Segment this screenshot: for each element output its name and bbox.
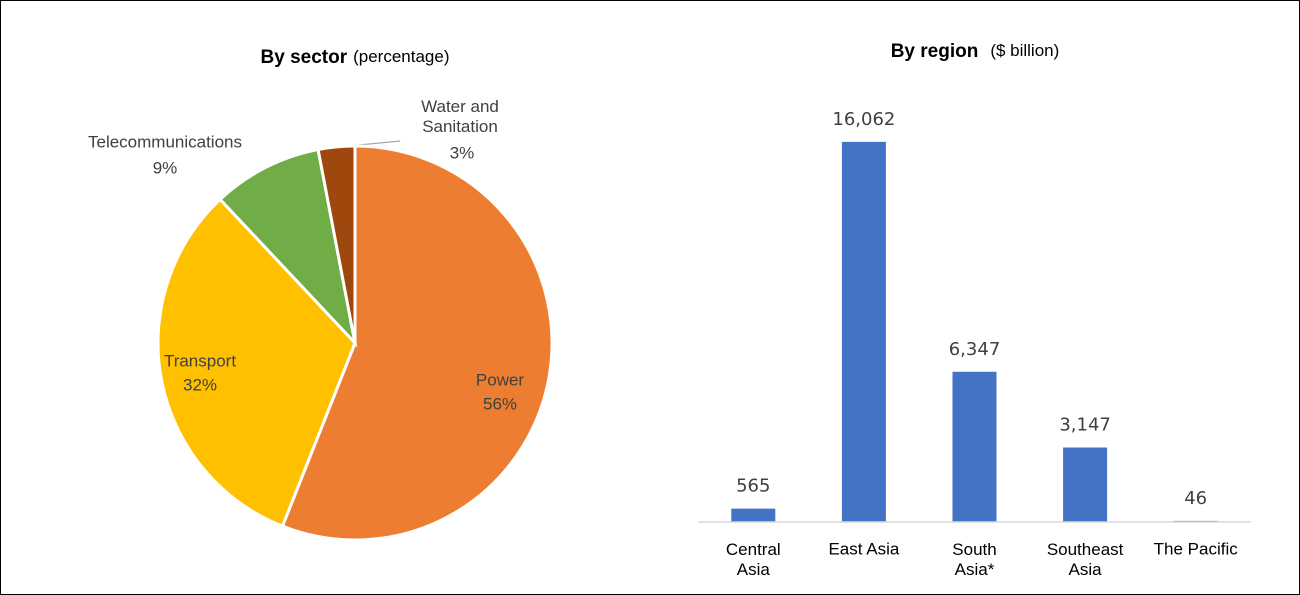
pie-slice — [156, 197, 357, 529]
x-tick-label: Central Asia — [726, 540, 781, 579]
pie-title: By sector (percentage) — [261, 47, 450, 68]
value-label: 565 — [736, 476, 770, 497]
x-tick-label: South Asia* — [952, 540, 996, 579]
x-tick-label: East Asia — [828, 539, 899, 558]
x-tick-label: Southeast Asia — [1047, 540, 1124, 579]
slice-label: Transport — [164, 351, 236, 370]
title: By sector — [261, 47, 348, 68]
pie-slice — [280, 144, 554, 542]
slice-label: Water and Sanitation — [421, 97, 499, 136]
bar — [731, 508, 776, 522]
slice-label: Telecommunications — [88, 132, 242, 151]
slice-value-label: 3% — [450, 143, 475, 162]
subtitle: (percentage) — [353, 47, 449, 66]
subtitle: ($ billion) — [990, 41, 1059, 60]
x-tick-label: The Pacific — [1154, 539, 1239, 558]
slice-value-label: 9% — [153, 158, 178, 177]
pie-slice — [316, 144, 357, 344]
slice-value-label: 32% — [183, 375, 217, 394]
pie-slice — [218, 147, 358, 348]
title: By region — [891, 41, 979, 62]
slice-value-label: 56% — [483, 394, 517, 413]
bar — [841, 141, 886, 522]
value-label: 46 — [1184, 488, 1207, 509]
bar — [952, 371, 997, 522]
bar — [1063, 447, 1108, 522]
value-label: 6,347 — [949, 339, 1001, 360]
slice-label: Power — [476, 370, 525, 389]
bar-title: By region ($ billion) — [891, 41, 1060, 62]
value-label: 3,147 — [1059, 415, 1111, 436]
value-label: 16,062 — [832, 109, 895, 130]
